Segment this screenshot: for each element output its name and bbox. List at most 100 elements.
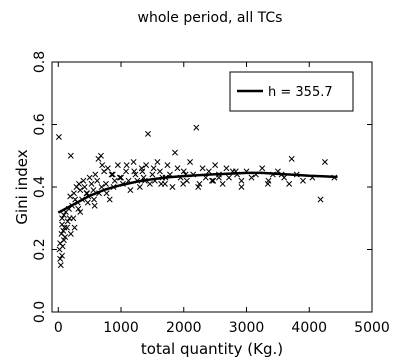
data-point xyxy=(94,177,101,184)
data-point xyxy=(127,187,134,194)
data-point xyxy=(116,174,123,181)
data-point xyxy=(210,177,217,184)
data-point xyxy=(321,159,328,165)
data-point xyxy=(62,234,69,240)
legend-label: h = 355.7 xyxy=(268,85,333,100)
data-point xyxy=(108,171,115,178)
data-point xyxy=(55,134,62,140)
x-tick-label: 4000 xyxy=(291,320,327,336)
data-point xyxy=(95,155,102,162)
data-point xyxy=(77,187,84,194)
data-point xyxy=(248,174,255,181)
data-point xyxy=(91,202,98,209)
x-axis-label: total quantity (Kg.) xyxy=(141,340,283,358)
data-point xyxy=(225,174,232,181)
data-point xyxy=(156,168,163,175)
data-point xyxy=(57,262,64,269)
data-point xyxy=(212,162,219,169)
data-point xyxy=(193,124,200,131)
data-point xyxy=(238,184,245,190)
data-point xyxy=(64,218,71,225)
data-point xyxy=(111,177,118,184)
data-point xyxy=(264,180,271,187)
data-point xyxy=(103,190,110,197)
data-point xyxy=(199,165,206,172)
data-point xyxy=(172,149,178,156)
data-point xyxy=(76,180,82,187)
data-point xyxy=(75,205,82,212)
data-point xyxy=(136,184,143,190)
data-point xyxy=(77,209,84,215)
data-point xyxy=(219,180,226,187)
data-point xyxy=(59,252,65,259)
data-point xyxy=(109,171,116,178)
data-point xyxy=(84,199,91,206)
data-point xyxy=(164,162,171,169)
y-axis-label: Gini index xyxy=(13,149,31,224)
data-point xyxy=(259,165,266,172)
data-point xyxy=(67,230,74,237)
data-point xyxy=(81,184,88,190)
x-tick-label: 3000 xyxy=(229,320,265,336)
data-point xyxy=(67,152,74,159)
data-point xyxy=(187,159,193,165)
data-point xyxy=(300,177,306,184)
data-point xyxy=(286,180,293,187)
data-point xyxy=(91,196,97,203)
data-point xyxy=(98,184,105,190)
y-tick-label: 0.2 xyxy=(32,238,48,260)
data-point xyxy=(223,165,230,172)
data-point xyxy=(154,159,161,165)
data-point xyxy=(131,168,138,175)
data-point xyxy=(88,180,95,187)
data-point xyxy=(99,162,106,169)
chart-title: whole period, all TCs xyxy=(138,10,283,26)
data-point xyxy=(90,187,97,194)
y-tick-label: 0.0 xyxy=(32,301,48,323)
data-point xyxy=(71,224,78,231)
data-point xyxy=(143,162,150,169)
data-point xyxy=(205,168,212,175)
legend: h = 355.7 xyxy=(229,71,354,112)
data-point xyxy=(215,174,222,181)
x-tick-label: 1000 xyxy=(103,320,139,336)
data-point xyxy=(150,165,157,172)
data-point xyxy=(59,221,65,228)
data-point xyxy=(64,224,71,231)
data-point xyxy=(158,180,165,187)
data-point xyxy=(145,130,151,137)
x-tick-label: 0 xyxy=(54,320,63,336)
data-point xyxy=(180,168,187,175)
y-tick-label: 0.6 xyxy=(32,113,48,135)
tick-layer: 0 1000 2000 3000 4000 5000 0.0 0.2 0.4 0.6 0.8 xyxy=(32,51,390,336)
data-point xyxy=(103,180,109,187)
data-point xyxy=(288,155,295,162)
x-tick-label: 5000 xyxy=(354,320,390,336)
data-point xyxy=(146,180,153,187)
data-point xyxy=(114,162,121,169)
data-point xyxy=(106,196,113,203)
data-point xyxy=(149,171,156,178)
data-point xyxy=(59,215,65,222)
data-point xyxy=(71,190,77,197)
data-point xyxy=(70,215,77,222)
data-point xyxy=(238,177,245,184)
data-point xyxy=(86,174,93,181)
data-point xyxy=(132,171,139,178)
data-point xyxy=(104,165,111,172)
data-point xyxy=(123,162,130,169)
data-point xyxy=(118,174,124,181)
y-tick-label: 0.4 xyxy=(32,176,48,198)
y-tick-label: 0.8 xyxy=(32,51,48,73)
data-point xyxy=(60,237,67,244)
data-point xyxy=(60,212,67,219)
data-point xyxy=(57,255,64,262)
data-point xyxy=(196,180,203,187)
data-point xyxy=(209,177,215,184)
data-point xyxy=(169,184,176,190)
data-point xyxy=(130,159,137,165)
data-point xyxy=(92,171,99,178)
x-tick-label: 2000 xyxy=(166,320,202,336)
fit-line-layer xyxy=(57,171,338,214)
